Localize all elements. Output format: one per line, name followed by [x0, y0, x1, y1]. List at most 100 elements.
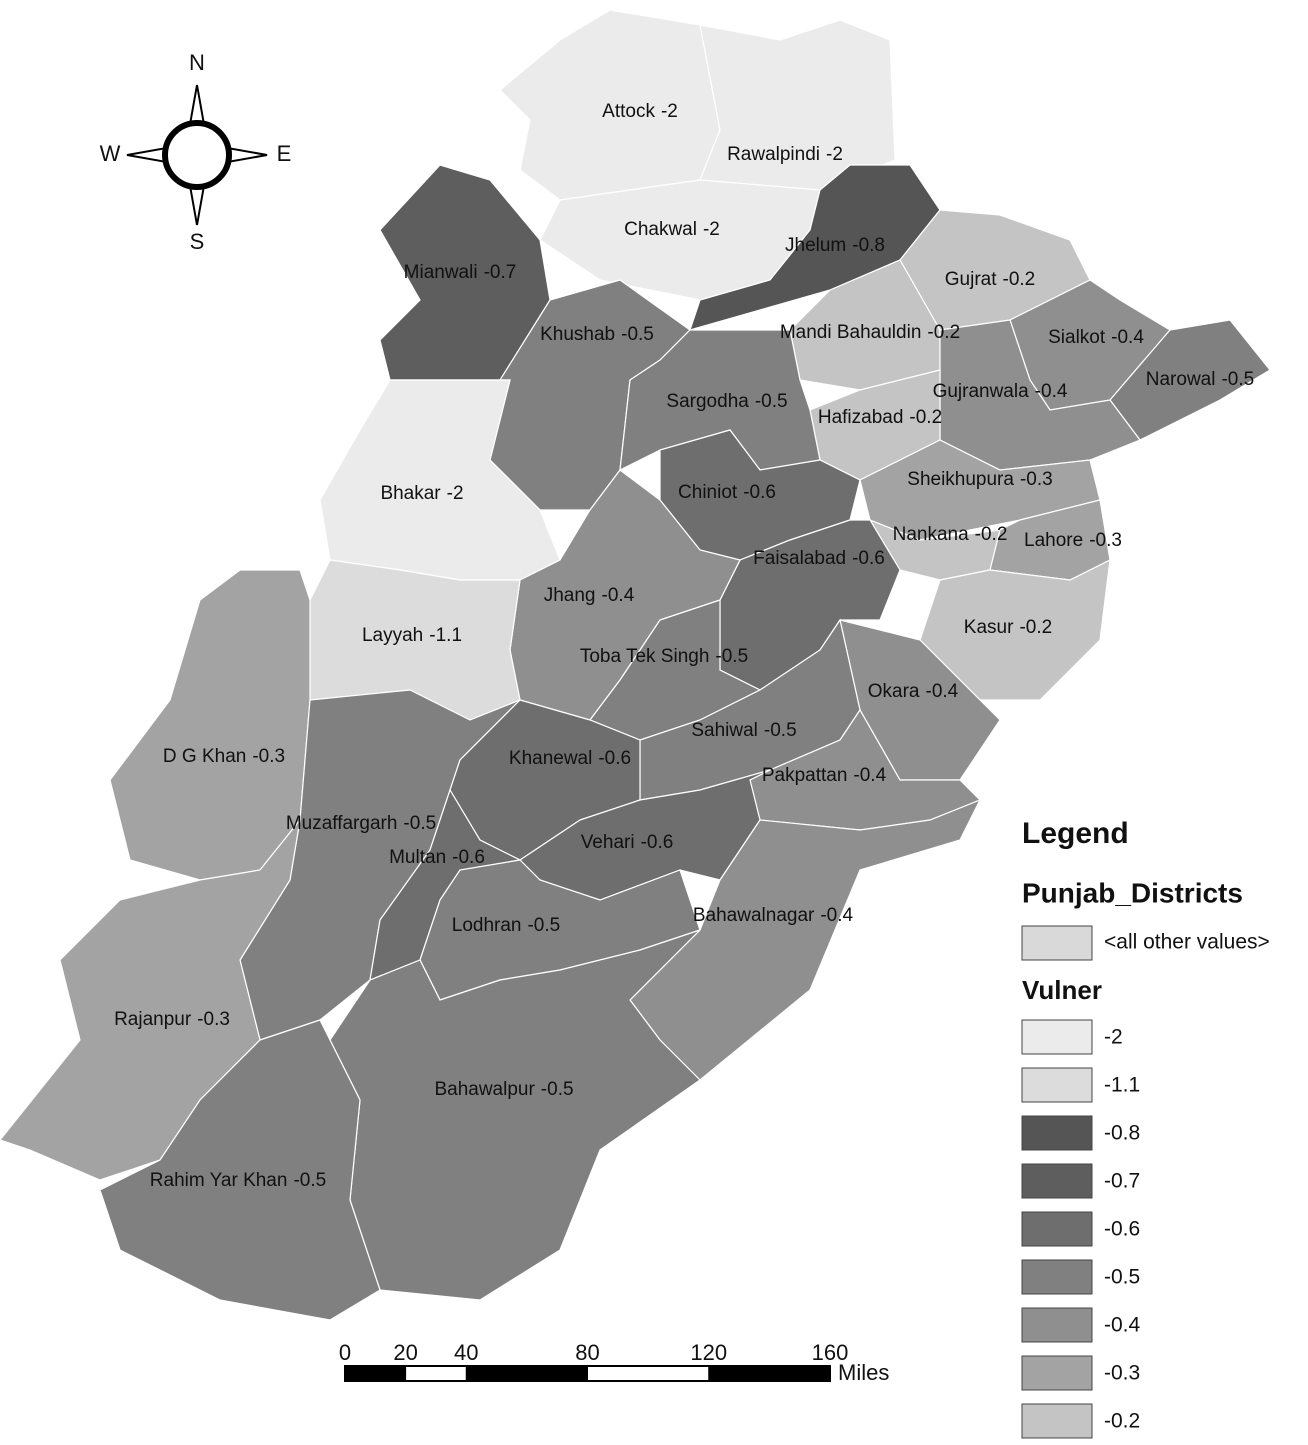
district-label: Khanewal -0.6 [509, 748, 631, 769]
district-label: Bahawalpur -0.5 [434, 1079, 573, 1100]
district-value: -0.4 [926, 681, 959, 702]
district-value: -2 [826, 144, 843, 165]
legend-swatch [1021, 1019, 1093, 1055]
district-name: Bhakar [380, 483, 441, 504]
district-name: Toba Tek Singh [580, 646, 710, 667]
district-value: -0.6 [641, 832, 674, 853]
district-label: Gujrat -0.2 [945, 269, 1036, 290]
district-label: Rajanpur -0.3 [114, 1009, 230, 1030]
compass-n: N [189, 50, 205, 75]
district-name: D G Khan [163, 746, 246, 767]
district-label: Rahim Yar Khan -0.5 [150, 1170, 326, 1191]
district-name: Jhang [544, 585, 596, 606]
district-name: Sialkot [1048, 327, 1106, 348]
district [699, 19, 896, 191]
district-label: Toba Tek Singh -0.5 [580, 646, 748, 667]
district-name: Vehari [581, 832, 635, 853]
legend-swatch [1021, 1307, 1093, 1343]
district-label: Chiniot -0.6 [678, 482, 776, 503]
legend: Legend Punjab_Districts <all other value… [1021, 817, 1270, 1439]
district-value: -0.6 [452, 847, 485, 868]
district-value: -0.2 [975, 524, 1008, 545]
district-name: Sheikhupura [907, 469, 1014, 490]
district-name: Faisalabad [753, 548, 846, 569]
district-name: Mianwali [404, 262, 478, 283]
scale-bar: Miles 0 20 40 80 120 160 [339, 1340, 889, 1385]
district-name: Pakpattan [762, 765, 848, 786]
legend-swatch [1021, 1259, 1093, 1295]
district-label: Sargodha -0.5 [666, 391, 787, 412]
legend-swatch [1021, 1355, 1093, 1391]
district-name: Bahawalnagar [693, 905, 815, 926]
district-name: Chakwal [624, 219, 697, 240]
district-name: Layyah [362, 625, 423, 646]
legend-layer: Punjab_Districts [1022, 877, 1243, 908]
district [329, 929, 701, 1301]
district-name: Lodhran [452, 915, 522, 936]
district-value: -0.5 [527, 915, 560, 936]
district-value: -1.1 [429, 625, 462, 646]
district-value: -0.3 [197, 1009, 230, 1030]
district-label: Kasur -0.2 [964, 617, 1052, 638]
legend-title: Legend [1022, 817, 1129, 850]
compass-s: S [190, 229, 205, 254]
legend-label: -0.6 [1104, 1218, 1140, 1241]
district-name: Khushab [540, 324, 615, 345]
legend-label: -0.3 [1104, 1362, 1140, 1385]
scale-tick-label: 40 [454, 1340, 478, 1365]
district-value: -0.4 [853, 765, 886, 786]
district-label: Pakpattan -0.4 [762, 765, 887, 786]
district-name: Nankana [893, 524, 969, 545]
district-label: Vehari -0.6 [581, 832, 674, 853]
district-value: -0.4 [602, 585, 635, 606]
district-label: Lahore -0.3 [1024, 530, 1122, 551]
district-value: -0.4 [1035, 381, 1068, 402]
district [99, 1019, 381, 1321]
legend-swatch [1021, 1163, 1093, 1199]
legend-label: -0.4 [1104, 1314, 1141, 1337]
district-label: Sahiwal -0.5 [691, 720, 796, 741]
district-value: -2 [703, 219, 720, 240]
district-label: Rawalpindi -2 [727, 144, 843, 165]
scale-segment [466, 1366, 588, 1381]
scale-tick-label: 160 [812, 1340, 849, 1365]
district-label: Bahawalnagar -0.4 [693, 905, 854, 926]
legend-swatch [1021, 1115, 1093, 1151]
scale-tick-label: 80 [575, 1340, 599, 1365]
district-label: Bhakar -2 [380, 483, 463, 504]
district-name: Chiniot [678, 482, 738, 503]
legend-swatch [1021, 1403, 1093, 1439]
legend-field: Vulner [1022, 975, 1102, 1005]
compass-w: W [100, 141, 121, 166]
district-name: Hafizabad [818, 407, 904, 428]
district-label: Layyah -1.1 [362, 625, 462, 646]
legend-label: -0.2 [1104, 1410, 1140, 1433]
district-label: Faisalabad -0.6 [753, 548, 885, 569]
scale-tick-label: 120 [690, 1340, 727, 1365]
district-label: Narowal -0.5 [1146, 369, 1254, 390]
district-name: Khanewal [509, 748, 592, 769]
district-name: Multan [389, 847, 446, 868]
legend-swatch [1021, 1067, 1093, 1103]
legend-swatch [1021, 1211, 1093, 1247]
scale-unit: Miles [838, 1360, 889, 1385]
district-name: Narowal [1146, 369, 1216, 390]
district-value: -0.5 [621, 324, 654, 345]
district-label: Khushab -0.5 [540, 324, 654, 345]
district-value: -0.7 [484, 262, 517, 283]
district-name: Jhelum [785, 235, 846, 256]
district-value: -0.5 [764, 720, 797, 741]
scale-tick-label: 20 [393, 1340, 417, 1365]
scale-tick-label: 0 [339, 1340, 351, 1365]
legend-label: -0.5 [1104, 1266, 1140, 1289]
scale-segment [345, 1366, 406, 1381]
legend-label: -0.7 [1104, 1170, 1140, 1193]
district-name: Sahiwal [691, 720, 758, 741]
district-value: -0.3 [1020, 469, 1053, 490]
district-label: Mianwali -0.7 [404, 262, 517, 283]
district-value: -0.8 [852, 235, 885, 256]
legend-swatch [1021, 925, 1093, 961]
district-name: Muzaffargarh [286, 813, 398, 834]
